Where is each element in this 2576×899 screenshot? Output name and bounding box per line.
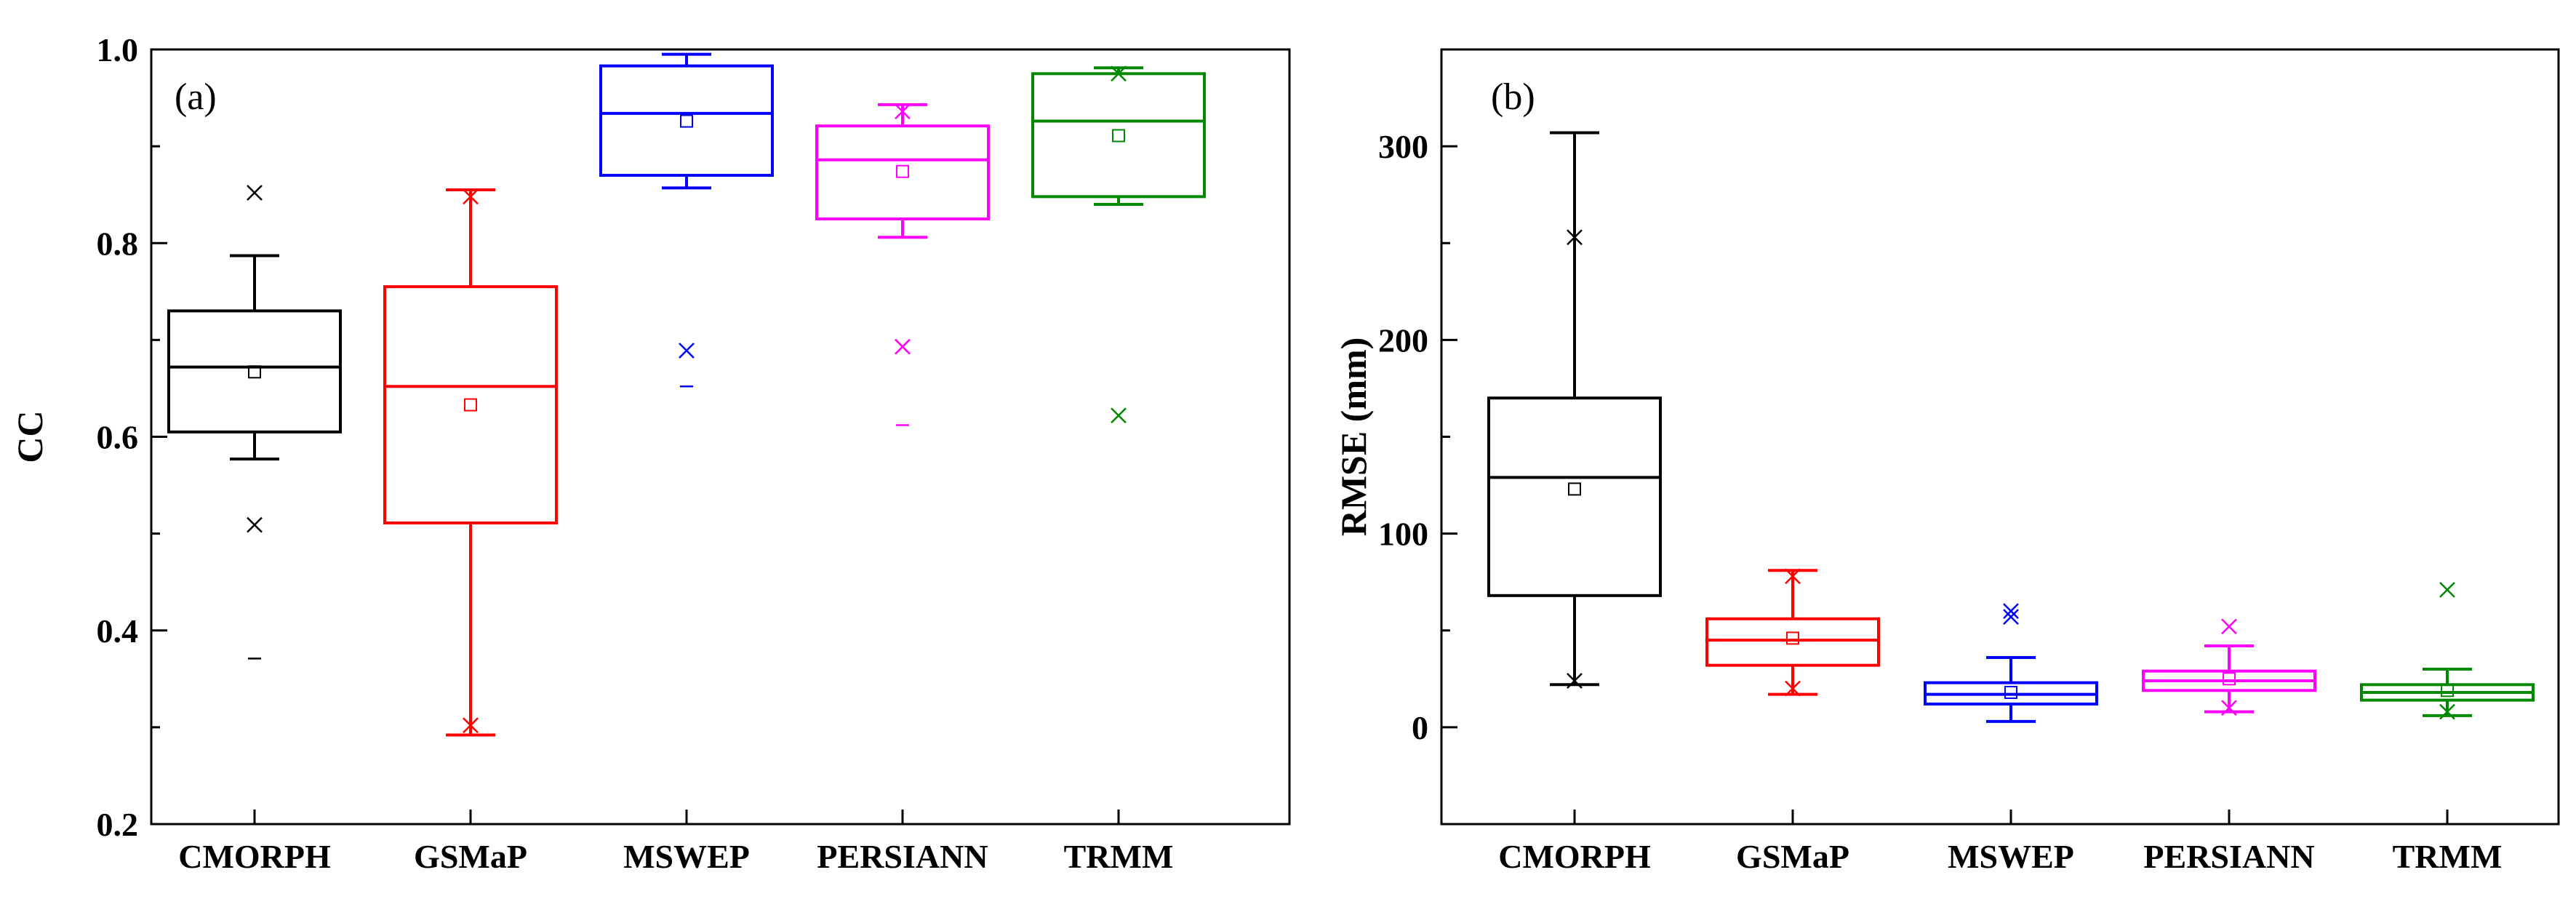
mean-marker (464, 398, 477, 412)
mean-marker (1786, 631, 1799, 645)
plot-frame (1440, 48, 2560, 826)
panel-label: (b) (1491, 76, 1535, 118)
percentile-x-marker (463, 188, 479, 205)
x-tick-label: CMORPH (1498, 838, 1651, 875)
panel-label: (a) (175, 76, 217, 118)
mean-marker (2004, 685, 2017, 699)
plot-frame (150, 48, 1291, 826)
y-axis-title: CC (9, 410, 50, 463)
y-tick-label: 0.2 (97, 806, 139, 843)
box-iqr (1705, 617, 1880, 667)
x-tick-label: TRMM (2393, 838, 2503, 875)
y-tick-label: 0.6 (97, 419, 139, 456)
box-iqr (1031, 72, 1206, 199)
percentile-x-marker (463, 717, 479, 734)
percentile-x-marker (247, 185, 263, 201)
percentile-x-marker (895, 338, 911, 355)
percentile-x-marker (2221, 700, 2237, 716)
mean-marker (1112, 129, 1125, 143)
x-tick-label: TRMM (1064, 838, 1174, 875)
x-tick-label: PERSIANN (2143, 838, 2314, 875)
percentile-x-marker (895, 103, 911, 120)
x-tick-label: GSMaP (414, 838, 527, 875)
y-tick-label: 0 (1412, 709, 1428, 746)
y-tick-label: 300 (1378, 128, 1428, 165)
mean-marker (896, 164, 909, 178)
box-iqr (167, 309, 342, 433)
x-tick-label: GSMaP (1736, 838, 1849, 875)
mean-marker (1568, 482, 1581, 496)
x-tick-label: CMORPH (178, 838, 331, 875)
box-iqr (1487, 396, 1662, 597)
percentile-x-marker (1111, 65, 1127, 82)
x-tick-label: MSWEP (1948, 838, 2074, 875)
percentile-x-marker (2003, 603, 2019, 620)
y-axis-title: RMSE (mm) (1333, 337, 1374, 537)
percentile-x-marker (2439, 703, 2455, 720)
percentile-x-marker (2003, 609, 2019, 625)
y-tick-label: 200 (1378, 321, 1428, 359)
percentile-x-marker (1567, 673, 1583, 689)
mean-marker (680, 114, 693, 128)
percentile-x-marker (1785, 680, 1801, 697)
percentile-x-marker (1785, 568, 1801, 585)
percentile-x-marker (2439, 581, 2455, 598)
percentile-x-marker (247, 516, 263, 533)
mean-marker (248, 365, 261, 379)
box-iqr (815, 124, 990, 220)
panel-a-cc-boxplot: 0.2 0.4 0.6 0.8 1.0 CC (a) CMORPH GSMaP MSWEP PERS… (9, 31, 1291, 875)
box-iqr (599, 64, 774, 177)
percentile-x-marker (2221, 618, 2237, 635)
box-iqr (383, 285, 558, 524)
percentile-x-marker (1567, 229, 1583, 246)
panel-b-rmse-boxplot: 0 100 200 300 RMSE (mm) (b) CMORPH GSMaP MSWEP PE… (1333, 48, 2560, 875)
y-tick-label: 1.0 (97, 31, 139, 68)
x-tick-label: MSWEP (623, 838, 750, 875)
mean-marker (2223, 672, 2236, 686)
y-tick-label: 0.8 (97, 225, 139, 262)
y-tick-label: 100 (1378, 516, 1428, 553)
y-tick-label: 0.4 (97, 612, 139, 650)
mean-marker (2441, 684, 2454, 698)
x-tick-label: PERSIANN (817, 838, 988, 875)
percentile-x-marker (1111, 407, 1127, 424)
percentile-x-marker (679, 343, 695, 359)
